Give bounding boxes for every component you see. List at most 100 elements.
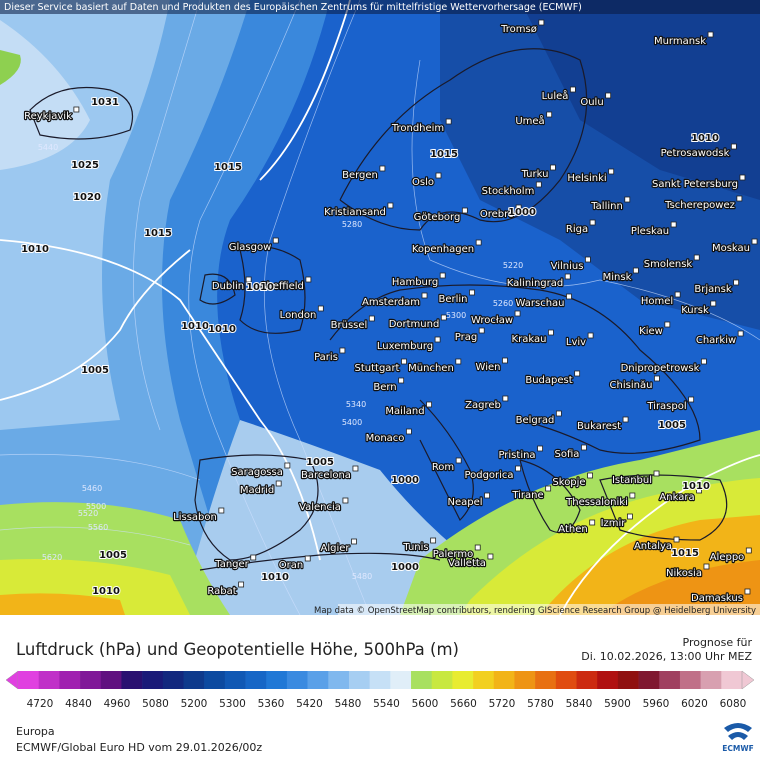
city-marker: [674, 291, 681, 298]
city-label: Neapel: [447, 497, 482, 508]
city-label: Valencia: [299, 502, 341, 513]
logo: ECMWF: [722, 744, 754, 753]
city-marker: [581, 444, 587, 451]
city-marker: [589, 519, 596, 526]
colorbar-tick-label: 5840: [566, 698, 593, 710]
city-label: Tscherepowez: [664, 200, 735, 211]
coastlines: [29, 48, 728, 571]
colorbar-tick-label: 5200: [181, 698, 208, 710]
forecast-label: Prognose für: [683, 636, 753, 649]
city-marker: [351, 538, 357, 545]
city-marker: [548, 329, 554, 336]
colorbar-swatch: [307, 671, 329, 689]
city-marker: [387, 202, 394, 209]
attribution-bg: [338, 604, 760, 615]
colorbar-swatch: [473, 671, 495, 689]
city-label: München: [408, 363, 454, 374]
city-label: Valletta: [448, 558, 486, 569]
city-label: Tromsø: [500, 24, 537, 35]
city-marker: [218, 507, 225, 514]
height-label: 5500: [86, 502, 106, 511]
city-marker: [670, 221, 677, 228]
colorbar-tick-label: 5720: [489, 698, 516, 710]
city-marker: [401, 358, 407, 365]
city-label: Zagreb: [465, 400, 501, 411]
colorbar-swatch: [100, 671, 122, 689]
pressure-label: 1010: [181, 321, 209, 332]
colorbar-swatch: [617, 671, 639, 689]
city-label: Belgrad: [516, 415, 555, 426]
pressure-label: 1005: [99, 550, 127, 561]
city-label: Bukarest: [577, 421, 621, 432]
city-marker: [538, 19, 545, 26]
city-marker: [574, 370, 581, 377]
city-marker: [317, 305, 324, 312]
city-label: Kopenhagen: [412, 244, 474, 255]
colorbar-tick-label: 5900: [604, 698, 631, 710]
colorbar-swatch: [183, 671, 205, 689]
city-label: Orebro: [480, 209, 514, 220]
city-marker: [502, 357, 508, 364]
colorbar-swatch: [597, 671, 619, 689]
city-marker: [737, 330, 744, 337]
pressure-label: 1005: [658, 420, 686, 431]
city-marker: [744, 588, 751, 595]
city-marker: [654, 375, 660, 382]
city-marker: [564, 273, 571, 280]
city-marker: [664, 321, 671, 328]
city-marker: [703, 563, 710, 570]
colorbar-swatch: [286, 671, 308, 689]
region: Europa: [16, 725, 55, 738]
city-label: Wien: [476, 362, 501, 373]
colorbar-tick-label: 5360: [258, 698, 285, 710]
city-label: Chisinău: [610, 380, 653, 391]
city-label: Rabat: [207, 586, 236, 597]
city-label: Palermo: [433, 549, 473, 560]
attribution: Map data © OpenStreetMap contributors, r…: [314, 606, 756, 616]
city-label: Vilnius: [551, 261, 584, 272]
city-label: London: [280, 310, 317, 321]
city-label: Krakau: [512, 334, 547, 345]
header-bar: [0, 0, 760, 14]
city-label: Monaco: [366, 433, 405, 444]
city-label: Minsk: [603, 272, 632, 283]
pressure-label: 1010: [682, 481, 710, 492]
height-label: 5520: [78, 509, 98, 518]
pressure-label: 1010: [208, 324, 236, 335]
city-label: Warschau: [516, 298, 565, 309]
city-marker: [379, 165, 386, 172]
city-label: Izmir: [601, 518, 627, 529]
city-marker: [440, 314, 447, 321]
city-marker: [352, 465, 359, 472]
city-marker: [608, 168, 615, 175]
city-label: Antalya: [634, 541, 672, 552]
city-marker: [455, 358, 462, 365]
colorbar-swatch: [266, 671, 288, 689]
colorbar-tick-label: 5600: [412, 698, 439, 710]
height-label: 5480: [352, 572, 372, 581]
source: ECMWF/Global Euro HD vom 29.01.2026/00z: [16, 741, 262, 754]
city-marker: [622, 416, 629, 423]
colorbar-swatch: [80, 671, 102, 689]
pressure-label: 1010: [691, 133, 719, 144]
city-label: Kaliningrad: [507, 278, 563, 289]
city-label: Riga: [566, 224, 588, 235]
city-label: Luxemburg: [377, 341, 433, 352]
city-marker: [751, 238, 758, 245]
city-label: Oulu: [580, 97, 603, 108]
colorbar-tick-label: 5540: [373, 698, 400, 710]
city-marker: [587, 472, 593, 479]
city-label: Dnipropetrowsk: [621, 363, 700, 374]
colorbar-tick-label: 5660: [450, 698, 477, 710]
city-marker: [250, 554, 257, 561]
city-label: Tiraspol: [646, 401, 686, 412]
city-marker: [284, 462, 291, 469]
colorbar-swatch: [369, 671, 391, 689]
city-marker: [627, 513, 633, 520]
city-label: Kursk: [681, 305, 709, 316]
city-label: Thessaloniki: [565, 497, 628, 508]
city-marker: [555, 410, 562, 417]
pressure-label: 1015: [430, 149, 458, 160]
logo-icon: [724, 723, 752, 740]
